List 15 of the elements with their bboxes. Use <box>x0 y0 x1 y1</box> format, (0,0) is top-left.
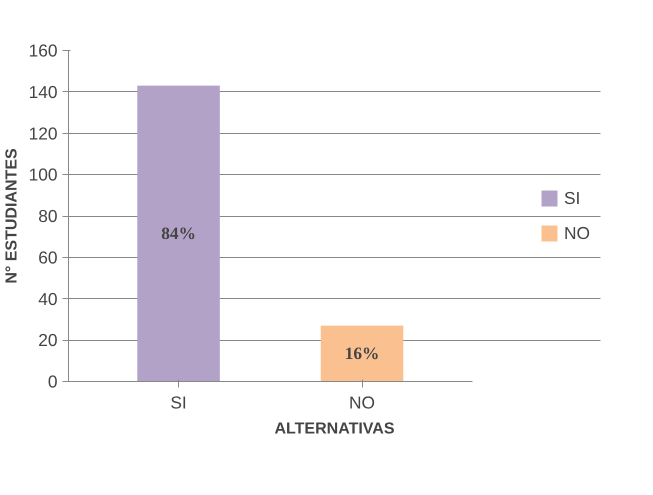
y-tick-label: 0 <box>48 372 58 392</box>
y-tick-label: 100 <box>28 164 58 185</box>
y-tick-label: 60 <box>38 247 58 268</box>
y-tick-label: 80 <box>38 206 58 226</box>
annotation: 84% <box>161 224 196 244</box>
y-tick-label: 20 <box>38 330 58 350</box>
y-tick-label: 40 <box>38 288 58 309</box>
y-tick-label: 160 <box>28 40 58 60</box>
y-axis-title: N° ESTUDIANTES <box>4 148 21 284</box>
x-axis-title: ALTERNATIVAS <box>274 420 395 438</box>
legend-label: NO <box>564 222 590 244</box>
y-tick-label: 120 <box>28 123 58 144</box>
y-tick-label: 140 <box>28 82 58 102</box>
annotation: 16% <box>344 344 380 364</box>
legend-label: SI <box>564 188 582 208</box>
